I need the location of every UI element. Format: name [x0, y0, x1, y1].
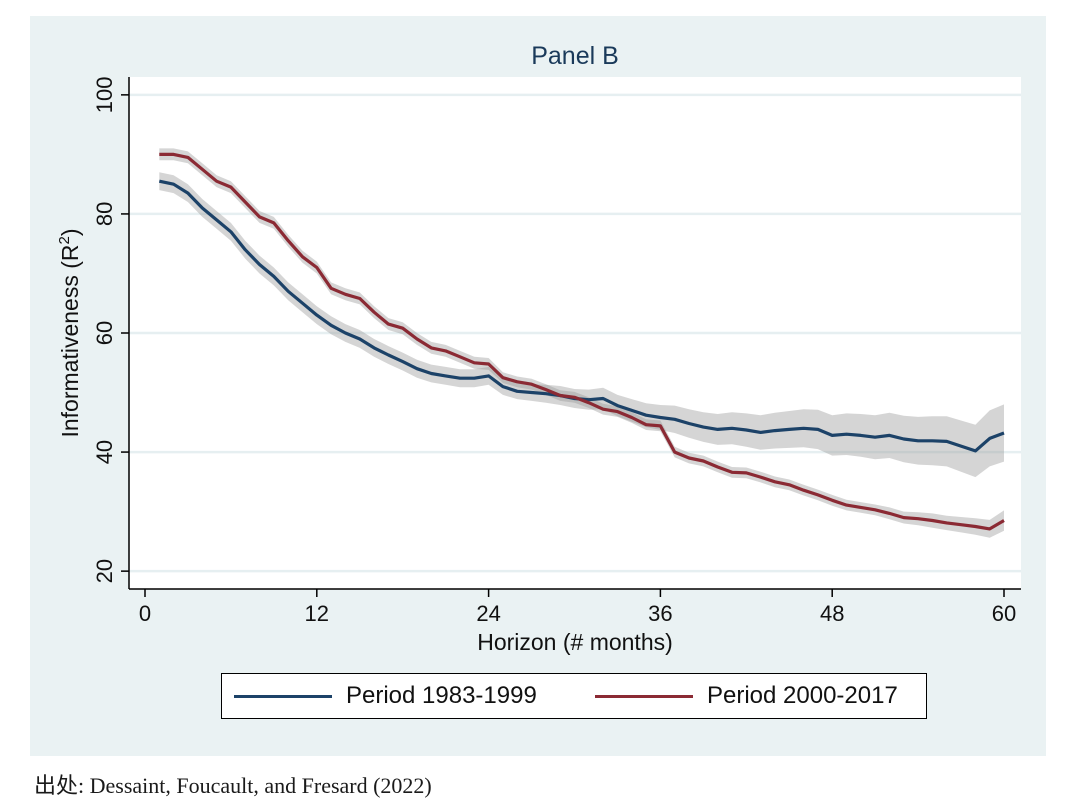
x-tick-label-24: 24: [476, 601, 500, 626]
grid-lines: [129, 93, 1021, 573]
y-tick-label-100: 100: [92, 77, 117, 114]
legend-swatch-1983-1999: [234, 694, 332, 698]
y-axis-title-superscript: 2: [56, 236, 73, 244]
legend: Period 1983-1999 Period 2000-2017: [221, 673, 927, 719]
y-tick-label-20: 20: [92, 559, 117, 583]
series-line-2000-2017: [159, 152, 1005, 531]
y-axis-title-main: Informativeness (R: [57, 245, 83, 438]
x-tick-label-36: 36: [648, 601, 672, 626]
legend-entry-2000-2017: Period 2000-2017: [595, 674, 898, 718]
y-axis-title-close: ): [57, 228, 83, 236]
legend-label-2000-2017: Period 2000-2017: [707, 682, 898, 709]
x-tick-label-0: 0: [139, 601, 151, 626]
y-axis-title: Informativeness (R2): [56, 228, 83, 437]
x-tick-label-60: 60: [992, 601, 1016, 626]
x-tick-label-48: 48: [820, 601, 844, 626]
legend-swatch-2000-2017: [595, 694, 693, 698]
x-tick-label-12: 12: [305, 601, 329, 626]
y-tick-label-40: 40: [92, 440, 117, 464]
chart-title: Panel B: [531, 42, 619, 70]
x-axis-title: Horizon (# months): [477, 629, 673, 655]
axes: 20 40 60 80 100 0 12 24 36 48 60: [92, 77, 1021, 626]
source-note: 出处: Dessaint, Foucault, and Fresard (202…: [34, 773, 432, 798]
series-lines: [158, 152, 1005, 531]
legend-entry-1983-1999: Period 1983-1999: [234, 674, 537, 718]
y-tick-label-80: 80: [92, 202, 117, 226]
y-tick-label-60: 60: [92, 321, 117, 345]
legend-label-1983-1999: Period 1983-1999: [346, 682, 537, 709]
chart-figure: 20 40 60 80 100 0 12 24 36 48 60 Panel B Horizon (…: [30, 16, 1046, 756]
chart-canvas: 20 40 60 80 100 0 12 24 36 48 60 Panel B Horizon (…: [56, 42, 1021, 655]
